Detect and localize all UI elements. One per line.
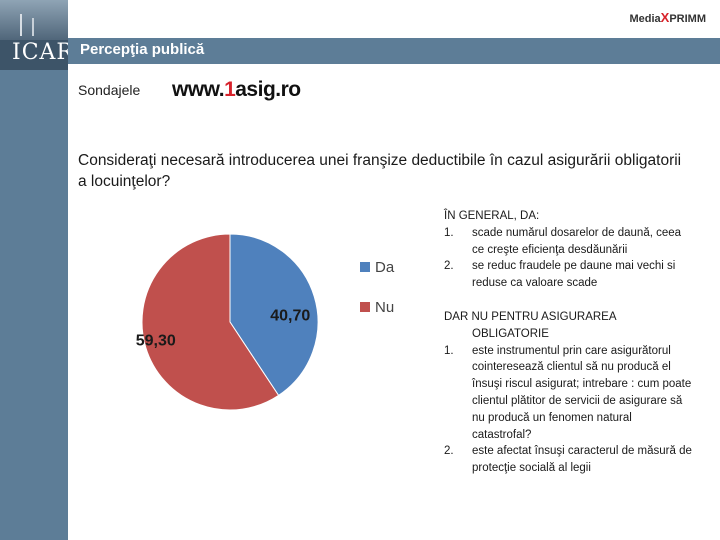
list-item-text: se reduc fraudele pe daune mai vechi si …	[472, 260, 676, 290]
notes-but-head-line2: OBLIGATORIE	[472, 327, 549, 340]
side-strip	[0, 0, 68, 540]
legend-swatch-nu	[360, 302, 370, 312]
notes-panel: ÎN GENERAL, DA: 1. scade numărul dosarelo…	[444, 208, 694, 477]
logo-mast-2	[32, 18, 34, 36]
list-item-text: este afectat însuşi caracterul de măsură…	[472, 445, 692, 475]
icar-logo: ICAR	[0, 0, 68, 70]
list-item: 1. este instrumentul prin care asigurător…	[444, 343, 694, 444]
brand-left: Media	[629, 13, 661, 25]
survey-question: Consideraţi necesară introducerea unei f…	[78, 152, 682, 190]
notes-general-head: ÎN GENERAL, DA:	[444, 210, 540, 222]
site-accent: 1	[224, 78, 236, 101]
pie-slice-nu	[141, 233, 280, 411]
site-prefix: www.	[172, 78, 225, 101]
legend-label-da: Da	[375, 259, 395, 276]
notes-but-head: DAR NU PENTRU ASIGURAREA OBLIGATORIE	[444, 309, 694, 343]
notes-but-list: 1. este instrumentul prin care asigurător…	[444, 343, 694, 477]
list-item-number: 1.	[444, 344, 454, 357]
site-rest: asig.ro	[235, 78, 301, 101]
data-label-nu: 59,30	[136, 333, 176, 350]
list-item-number: 2.	[444, 260, 454, 273]
data-label-da: 40,70	[270, 307, 310, 324]
brand-x: X	[660, 10, 670, 25]
pie-chart: 40,70 59,30 Da Nu	[136, 233, 395, 411]
notes-general-list: 1. scade numărul dosarelor de daună, ceea…	[444, 225, 694, 292]
legend-label-nu: Nu	[375, 299, 394, 316]
page-title: Percepţia publică	[80, 41, 205, 58]
list-item-number: 2.	[444, 445, 454, 458]
list-item: 1. scade numărul dosarelor de daună, ceea…	[444, 225, 694, 259]
source-label: Sondajele	[78, 82, 141, 98]
logo-mast-1	[20, 14, 22, 36]
list-item: 2. se reduc fraudele pe daune mai vechi s…	[444, 258, 694, 292]
legend-swatch-da	[360, 262, 370, 272]
brand-right: PRIMM	[669, 13, 706, 25]
list-item: 2. este afectat însuşi caracterul de măsu…	[444, 443, 694, 477]
title-bar: Percepţia publică	[68, 38, 720, 64]
list-item-number: 1.	[444, 226, 454, 239]
list-item-text: este instrumentul prin care asigurătorul…	[472, 344, 692, 441]
site-logo: www.1asig.ro	[172, 78, 301, 102]
list-item-text: scade numărul dosarelor de daună, ceea c…	[472, 226, 682, 256]
mediaprimm-logo: MediaXPRIMM	[629, 10, 706, 25]
logo-photo	[0, 0, 68, 40]
notes-but-head-line1: DAR NU PENTRU ASIGURAREA	[444, 310, 617, 323]
logo-text: ICAR	[12, 40, 68, 65]
